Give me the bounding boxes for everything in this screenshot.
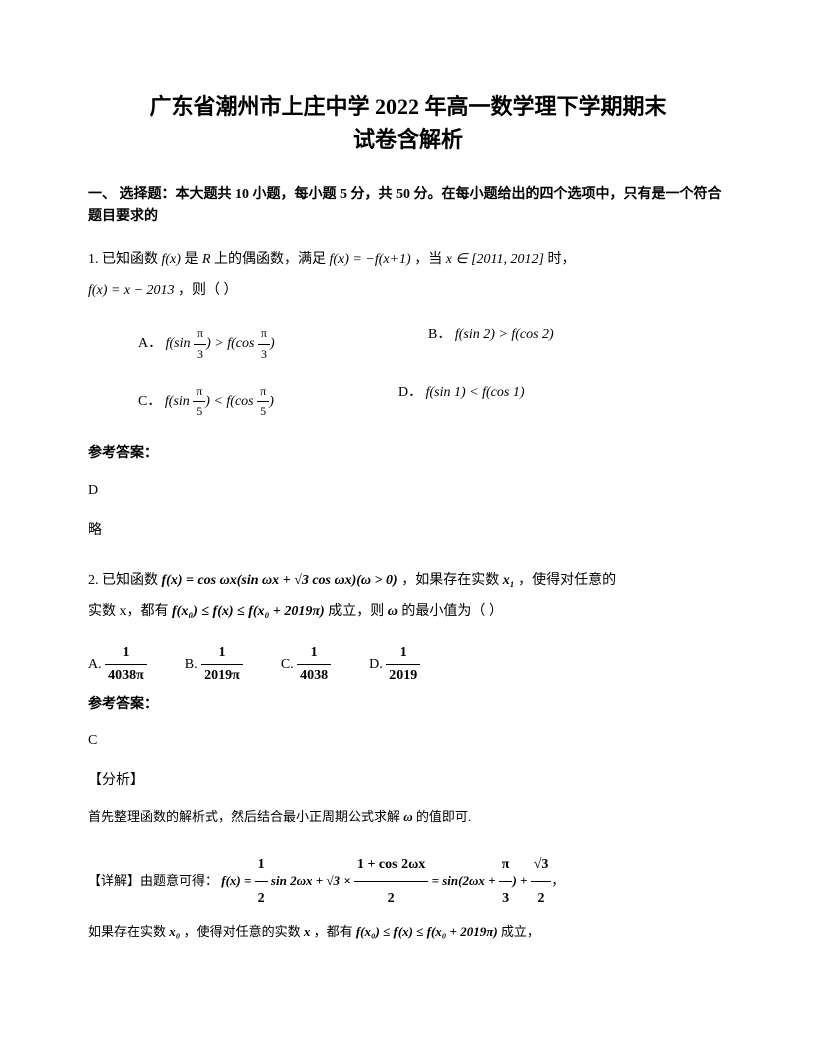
- q1-optC-frac1: π5: [193, 382, 205, 421]
- detail-eq-mid1: sin 2ωx + √3 ×: [268, 873, 354, 888]
- q1-optC-mid: ) < f(cos: [205, 394, 257, 409]
- q2-optA-frac: 14038π: [105, 642, 147, 688]
- q2-answer: C: [88, 730, 728, 752]
- q1-prefix: 1. 已知函数: [88, 252, 158, 267]
- q1-text3: ，当: [414, 252, 446, 267]
- q2-optC-label: C.: [281, 657, 294, 672]
- section-header: 一、 选择题：本大题共 10 小题，每小题 5 分，共 50 分。在每小题给出的…: [88, 184, 728, 229]
- detail-label: 【详解】由题意可得：: [88, 873, 218, 888]
- q2-optD-frac: 12019: [386, 642, 420, 688]
- q1-fx: f(x): [162, 252, 181, 267]
- detail-x: x: [304, 924, 311, 939]
- detail-frac3: π3: [499, 848, 513, 916]
- q2-prefix: 2. 已知函数: [88, 573, 158, 588]
- detail-frac2: 1 + cos 2ωx2: [354, 848, 428, 916]
- q1-R: R: [202, 252, 211, 267]
- q2-text4: 成立，则: [328, 604, 388, 619]
- q1-optD-math: f(sin 1) < f(cos 1): [426, 385, 525, 400]
- detail-text4: ，都有: [314, 924, 353, 939]
- q2-option-b: B. 12019π: [185, 642, 243, 688]
- q2-omega: ω: [388, 604, 398, 619]
- question-2: 2. 已知函数 f(x) = cos ωx(sin ωx + √3 cos ωx…: [88, 566, 728, 628]
- detail-eq-mid2: = sin(2ωx +: [428, 873, 498, 888]
- q2-x1: x₁: [503, 573, 515, 588]
- detail-text: 【详解】由题意可得： f(x) = 12 sin 2ωx + √3 × 1 + …: [88, 848, 728, 947]
- q1-optD-label: D．: [398, 385, 422, 400]
- q2-text5: 的最小值为（ ）: [401, 604, 503, 619]
- q1-optA-frac2: π3: [258, 324, 270, 363]
- q1-text2: 上的偶函数，满足: [214, 252, 330, 267]
- detail-eq-left: f(x) =: [221, 873, 254, 888]
- detail-comma: ，: [551, 873, 564, 888]
- q2-optB-label: B.: [185, 657, 198, 672]
- q1-optA-label: A．: [138, 336, 162, 351]
- detail-eq-mid3: ) +: [512, 873, 530, 888]
- q2-option-a: A. 14038π: [88, 642, 147, 688]
- q1-optC-frac2: π5: [257, 382, 269, 421]
- q1-option-a: A． f(sin π3) > f(cos π3): [138, 324, 428, 363]
- detail-frac1: 12: [255, 848, 268, 916]
- q1-optA-mid: ) > f(cos: [206, 336, 258, 351]
- q1-text4: 时，: [547, 252, 575, 267]
- q1-optC-left: f(sin: [165, 394, 193, 409]
- q2-ineq: f(x₀) ≤ f(x) ≤ f(x₀ + 2019π): [172, 604, 325, 619]
- q2-options: A. 14038π B. 12019π C. 14038 D. 12019: [88, 642, 728, 688]
- q1-optB-label: B．: [428, 327, 451, 342]
- q1-brief: 略: [88, 520, 728, 542]
- analysis-text: 首先整理函数的解析式，然后结合最小正周期公式求解 ω 的值即可.: [88, 807, 728, 828]
- q1-options-row2: C． f(sin π5) < f(cos π5) D． f(sin 1) < f…: [138, 382, 728, 421]
- analysis-text-2: 的值即可.: [416, 809, 471, 824]
- title-line-1: 广东省潮州市上庄中学 2022 年高一数学理下学期期末: [149, 94, 666, 119]
- detail-text5: 成立，: [501, 924, 540, 939]
- q1-option-d: D． f(sin 1) < f(cos 1): [398, 382, 728, 421]
- q1-optC-label: C．: [138, 394, 161, 409]
- detail-text3: ，使得对任意的实数: [184, 924, 304, 939]
- q1-optC-right: ): [269, 394, 274, 409]
- q2-optC-frac: 14038: [297, 642, 331, 688]
- question-1: 1. 已知函数 f(x) 是 R 上的偶函数，满足 f(x) = −f(x+1)…: [88, 245, 728, 307]
- q2-fx-eq: f(x) = cos ωx(sin ωx + √3 cos ωx)(ω > 0): [162, 573, 398, 588]
- answer-label-1: 参考答案：: [88, 443, 728, 465]
- q2-optB-frac: 12019π: [201, 642, 243, 688]
- q1-optA-frac1: π3: [194, 324, 206, 363]
- q1-range: x ∈ [2011, 2012]: [446, 252, 544, 267]
- q2-text2: ，使得对任意的: [518, 573, 616, 588]
- q2-option-d: D. 12019: [369, 642, 420, 688]
- q1-text5: ，则（ ）: [178, 283, 238, 298]
- q2-text3: 实数 x，都有: [88, 604, 169, 619]
- title-line-2: 试卷含解析: [353, 127, 463, 152]
- q1-text1: 是: [184, 252, 202, 267]
- q2-option-c: C. 14038: [281, 642, 331, 688]
- analysis-label: 【分析】: [88, 770, 728, 792]
- q2-text1: ，如果存在实数: [401, 573, 503, 588]
- analysis-omega: ω: [403, 809, 412, 824]
- detail-text2: 如果存在实数: [88, 924, 169, 939]
- detail-frac4: √32: [531, 848, 552, 916]
- q2-optD-label: D.: [369, 657, 383, 672]
- q1-answer: D: [88, 480, 728, 502]
- q1-optA-left: f(sin: [166, 336, 194, 351]
- analysis-text-1: 首先整理函数的解析式，然后结合最小正周期公式求解: [88, 809, 400, 824]
- q1-optB-math: f(sin 2) > f(cos 2): [455, 327, 554, 342]
- q1-optA-right: ): [270, 336, 275, 351]
- q1-option-b: B． f(sin 2) > f(cos 2): [428, 324, 728, 363]
- q1-eq1: f(x) = −f(x+1): [330, 252, 411, 267]
- q1-options-row1: A． f(sin π3) > f(cos π3) B． f(sin 2) > f…: [138, 324, 728, 363]
- detail-x0: x₀: [169, 924, 180, 939]
- answer-label-2: 参考答案：: [88, 694, 728, 716]
- exam-title: 广东省潮州市上庄中学 2022 年高一数学理下学期期末 试卷含解析: [88, 90, 728, 156]
- q2-optA-label: A.: [88, 657, 102, 672]
- detail-ineq: f(x₀) ≤ f(x) ≤ f(x₀ + 2019π): [356, 924, 498, 939]
- q1-option-c: C． f(sin π5) < f(cos π5): [138, 382, 398, 421]
- q1-eq2: f(x) = x − 2013: [88, 283, 175, 298]
